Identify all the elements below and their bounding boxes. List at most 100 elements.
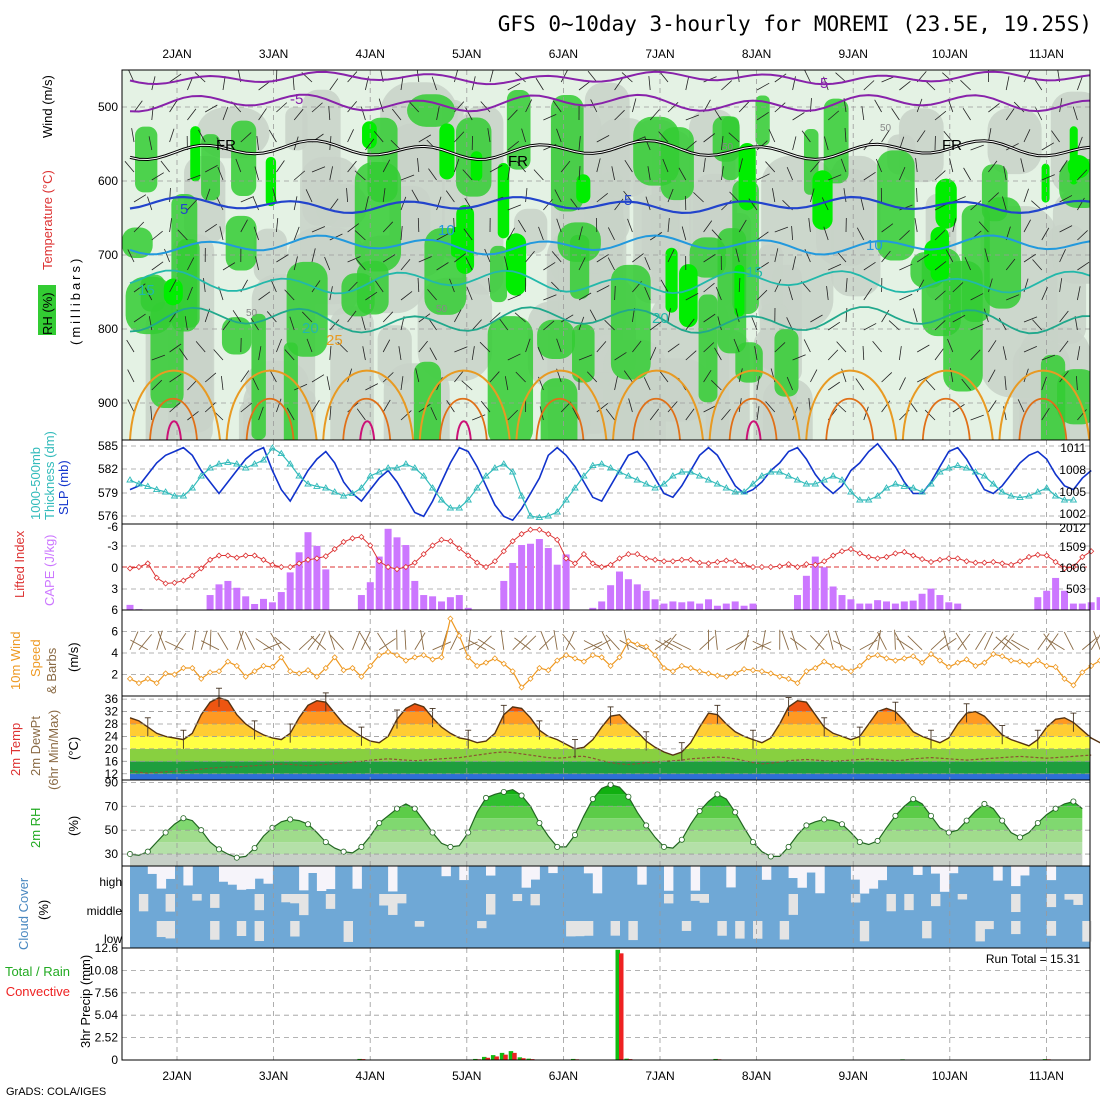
rh2m-marker bbox=[714, 791, 721, 798]
wind-barb bbox=[970, 414, 984, 421]
thickness-marker bbox=[802, 480, 811, 487]
precip-convective-bar bbox=[494, 1056, 499, 1060]
wind-barb bbox=[810, 188, 815, 203]
y-tick-right: 503 bbox=[1066, 582, 1086, 596]
wind-barb bbox=[525, 250, 535, 263]
wind-barb bbox=[454, 253, 466, 263]
wind-barb bbox=[934, 261, 947, 271]
y-tick-left: 6 bbox=[111, 625, 118, 639]
cape-bar bbox=[856, 603, 864, 610]
wind-barb bbox=[738, 368, 743, 383]
thickness-marker bbox=[224, 458, 232, 465]
rh2m-marker bbox=[732, 809, 739, 816]
rh2m-marker bbox=[928, 812, 935, 819]
rh-cell-bright bbox=[456, 204, 475, 274]
contour-30 bbox=[245, 398, 295, 440]
wind-barb bbox=[662, 158, 669, 173]
wind-barb bbox=[507, 294, 521, 301]
cape-bar bbox=[224, 580, 232, 610]
lifted-index-marker bbox=[732, 558, 739, 565]
wind-barb bbox=[272, 188, 277, 203]
wind-barb bbox=[552, 100, 562, 113]
cape-bar bbox=[268, 602, 276, 610]
y-tick-left: 50 bbox=[105, 823, 119, 837]
wind10m-speed-marker bbox=[545, 667, 552, 674]
wind-barb bbox=[276, 160, 285, 173]
lifted-index-marker bbox=[963, 558, 970, 565]
wind10m-speed-marker bbox=[794, 680, 801, 687]
thickness-marker bbox=[357, 484, 366, 491]
wind10m-speed-marker bbox=[1025, 661, 1032, 668]
lifted-index-marker bbox=[598, 563, 605, 571]
thickness-marker bbox=[1025, 492, 1033, 499]
cloud-clear-cell bbox=[165, 921, 175, 939]
cloud-clear-cell bbox=[984, 921, 994, 930]
cloud-clear-cell bbox=[388, 894, 398, 915]
wind-barb bbox=[365, 383, 379, 391]
wind-barb bbox=[578, 257, 586, 271]
wind-barb bbox=[329, 166, 333, 181]
slp-line bbox=[129, 442, 1092, 522]
contour-25 bbox=[612, 369, 704, 440]
cloud-clear-cell bbox=[299, 894, 309, 916]
cloud-clear-cell bbox=[664, 866, 674, 891]
wind10m-barb bbox=[138, 634, 152, 651]
wind-barb bbox=[1005, 258, 1016, 271]
wind-barb bbox=[1017, 399, 1025, 413]
wind10m-speed-marker bbox=[349, 664, 356, 672]
thickness-marker bbox=[651, 484, 659, 491]
cloud-clear-cell bbox=[388, 866, 398, 892]
wind-barb bbox=[560, 70, 569, 83]
wind-barb bbox=[988, 128, 992, 143]
wind-barb bbox=[988, 369, 996, 383]
cloud-clear-cell bbox=[877, 866, 887, 881]
wind-barb bbox=[346, 188, 348, 203]
rh-cell-green bbox=[877, 150, 915, 261]
wind-barb bbox=[462, 169, 473, 181]
rh-cell-green bbox=[984, 197, 1022, 309]
lifted-index-marker bbox=[349, 535, 356, 542]
wind-barb bbox=[934, 110, 947, 121]
lifted-index-marker bbox=[287, 563, 294, 571]
y-tick-left: 600 bbox=[98, 174, 118, 188]
cape-bar bbox=[678, 602, 686, 610]
cloud-clear-cell bbox=[1011, 866, 1021, 887]
wind-barb bbox=[382, 311, 394, 323]
wind10m-speed-marker bbox=[153, 680, 160, 687]
wind10m-barb bbox=[328, 630, 336, 650]
wind10m-barb bbox=[601, 631, 612, 650]
wind-barb bbox=[596, 254, 609, 263]
date-tick-top: 6JAN bbox=[549, 47, 578, 61]
wind10m-speed-marker bbox=[367, 662, 374, 669]
lifted-index-marker bbox=[812, 561, 819, 568]
wind10m-speed-marker bbox=[927, 651, 935, 658]
wind-barb bbox=[269, 369, 277, 383]
wind10m-speed-marker bbox=[385, 648, 392, 655]
wind-barb bbox=[306, 338, 313, 353]
wind-barb bbox=[1077, 286, 1081, 301]
date-tick-top: 5JAN bbox=[452, 47, 481, 61]
date-tick-bottom: 10JAN bbox=[932, 1069, 968, 1083]
contour-25 bbox=[805, 369, 898, 440]
wind-barb bbox=[845, 278, 848, 293]
lifted-index-marker bbox=[741, 561, 748, 568]
wind-barb bbox=[899, 230, 910, 241]
lifted-index-marker bbox=[278, 563, 285, 571]
contour-minus5 bbox=[129, 93, 1090, 113]
cape-bar bbox=[811, 556, 819, 610]
wind-barb bbox=[252, 377, 259, 391]
lifted-index-marker bbox=[652, 556, 659, 563]
contour-35 bbox=[455, 420, 472, 440]
wind10m-label: 10m Wind bbox=[8, 631, 23, 690]
wind10m-barb bbox=[274, 636, 291, 651]
wind10m-barb bbox=[512, 635, 528, 651]
wind-barb bbox=[489, 312, 501, 323]
lifted-index-label: Lifted Index bbox=[12, 530, 27, 598]
wind-barb bbox=[436, 262, 449, 271]
wind-barb bbox=[347, 281, 358, 293]
cloud-clear-cell bbox=[1011, 921, 1021, 935]
rh-cell-green bbox=[823, 98, 849, 184]
lifted-index-marker bbox=[482, 563, 490, 571]
wind10m-barb bbox=[238, 630, 247, 650]
wind-barb bbox=[203, 278, 206, 293]
